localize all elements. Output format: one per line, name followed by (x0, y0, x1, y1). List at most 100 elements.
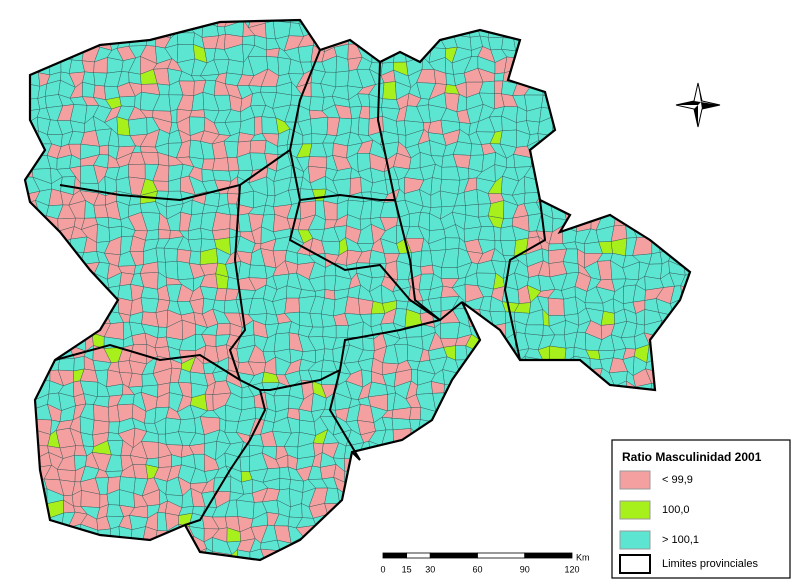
municipality (178, 20, 190, 27)
municipality (356, 538, 374, 554)
municipality (551, 430, 567, 446)
municipality (537, 513, 556, 528)
municipality (655, 382, 674, 398)
municipality (418, 20, 435, 25)
municipality (524, 176, 544, 194)
municipality (501, 478, 519, 496)
municipality (428, 453, 446, 468)
municipality (571, 385, 590, 399)
municipality (706, 131, 723, 142)
municipality (368, 27, 386, 36)
municipality (356, 551, 374, 560)
municipality (685, 0, 694, 12)
municipality (323, 348, 334, 362)
municipality (500, 240, 517, 257)
municipality (451, 475, 470, 493)
municipality (56, 20, 76, 27)
municipality (463, 189, 479, 206)
municipality (299, 551, 313, 560)
municipality (481, 479, 494, 490)
municipality (0, 368, 14, 383)
municipality (25, 467, 35, 483)
municipality (381, 24, 400, 35)
municipality (586, 577, 601, 588)
municipality (705, 167, 723, 182)
municipality (647, 395, 660, 405)
municipality (408, 0, 420, 13)
municipality (0, 266, 15, 279)
municipality (1, 285, 15, 300)
municipality (524, 526, 538, 541)
municipality (475, 420, 496, 431)
municipality (565, 131, 575, 142)
municipality (658, 228, 676, 245)
municipality (697, 226, 709, 242)
municipality (241, 572, 252, 584)
municipality (488, 387, 503, 401)
municipality (706, 396, 723, 406)
municipality (645, 145, 662, 155)
legend-label: > 100,1 (662, 534, 699, 546)
municipality (212, 157, 230, 172)
municipality (0, 563, 14, 577)
municipality (107, 20, 122, 27)
municipality (345, 20, 364, 28)
municipality (526, 573, 543, 588)
municipality (500, 524, 520, 542)
municipality (350, 117, 360, 135)
municipality (0, 320, 13, 339)
municipality (548, 168, 563, 183)
municipality (278, 563, 286, 579)
municipality (0, 143, 13, 159)
municipality (478, 0, 490, 13)
municipality (682, 48, 690, 64)
municipality (507, 405, 520, 422)
municipality (499, 355, 516, 374)
municipality (464, 385, 481, 399)
municipality (596, 119, 614, 136)
municipality (430, 489, 448, 506)
municipality (320, 552, 337, 560)
municipality (564, 140, 577, 158)
municipality (550, 140, 567, 158)
municipality (574, 524, 589, 538)
municipality (0, 504, 14, 517)
municipality (11, 204, 23, 219)
municipality (213, 0, 232, 14)
municipality (482, 576, 492, 586)
municipality (9, 249, 22, 267)
municipality (44, 247, 64, 269)
municipality (410, 501, 421, 521)
municipality (538, 464, 557, 484)
municipality (441, 574, 458, 586)
municipality (524, 536, 538, 555)
municipality (203, 0, 219, 14)
municipality (694, 345, 710, 364)
scale-segment (524, 552, 573, 559)
municipality (612, 201, 624, 216)
municipality (24, 574, 40, 588)
municipality (178, 418, 196, 434)
municipality (469, 429, 479, 448)
municipality (637, 200, 649, 219)
municipality (712, 45, 721, 63)
municipality (301, 562, 312, 578)
municipality (260, 578, 280, 588)
municipality (309, 96, 325, 112)
municipality (10, 47, 23, 63)
municipality (550, 106, 568, 118)
municipality (622, 188, 641, 202)
municipality (526, 383, 544, 393)
municipality (0, 394, 15, 408)
municipality (9, 0, 28, 15)
municipality (49, 274, 63, 286)
municipality (25, 551, 26, 560)
municipality (69, 565, 87, 579)
municipality (68, 549, 85, 560)
municipality (573, 179, 592, 195)
municipality (470, 524, 481, 543)
municipality (645, 153, 658, 170)
municipality (708, 226, 723, 242)
municipality (585, 537, 600, 554)
